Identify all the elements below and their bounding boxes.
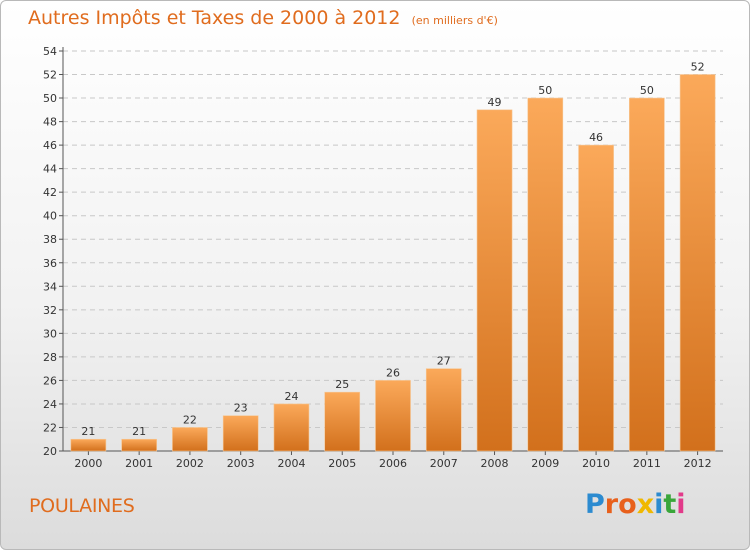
bar-2001 <box>121 438 157 452</box>
proxiti-logo[interactable]: Proxiti <box>585 489 686 520</box>
bar-2011 <box>629 97 665 452</box>
bar-2002 <box>172 427 208 452</box>
y-tick-label: 44 <box>43 163 57 176</box>
bar-2008 <box>476 109 513 452</box>
bar-2009 <box>527 97 564 452</box>
bar-2006 <box>375 380 411 452</box>
data-label-2010: 46 <box>589 131 603 144</box>
y-tick-label: 50 <box>43 92 57 105</box>
x-tick-label-2010: 2010 <box>582 457 610 470</box>
logo-letter: o <box>618 489 637 520</box>
chart-title: Autres Impôts et Taxes de 2000 à 2012 <box>28 7 401 29</box>
logo-letter: t <box>663 489 677 520</box>
bar-2004 <box>273 403 310 452</box>
data-label-2011: 50 <box>640 84 654 97</box>
chart-title-row: Autres Impôts et Taxes de 2000 à 2012 (e… <box>28 7 498 29</box>
data-label-2009: 50 <box>538 84 552 97</box>
data-labels: 21 21 22 23 24 25 26 27 49 50 46 50 52 <box>81 61 704 439</box>
data-label-2000: 21 <box>81 425 95 438</box>
x-tick-label-2009: 2009 <box>531 457 559 470</box>
logo-letter: x <box>636 489 655 520</box>
bar-2010 <box>578 144 614 452</box>
bar-2005 <box>324 391 361 452</box>
data-label-2005: 25 <box>335 378 349 391</box>
logo-letter: i <box>676 489 686 520</box>
y-tick-label: 30 <box>43 327 57 340</box>
y-tick-label: 52 <box>43 69 57 82</box>
y-tick-label: 48 <box>43 116 57 129</box>
y-tick-label: 38 <box>43 233 57 246</box>
x-tick-label-2011: 2011 <box>633 457 661 470</box>
y-tick-label: 32 <box>43 304 57 317</box>
data-label-2004: 24 <box>284 390 298 403</box>
data-label-2007: 27 <box>437 355 451 368</box>
x-tick-label-2005: 2005 <box>328 457 356 470</box>
x-tick-label-2008: 2008 <box>481 457 509 470</box>
y-tick-label: 28 <box>43 351 57 364</box>
y-tick-label: 22 <box>43 421 57 434</box>
y-tick-label: 20 <box>43 445 57 458</box>
data-label-2008: 49 <box>488 96 502 109</box>
y-tick-label: 34 <box>43 280 57 293</box>
bar-2007 <box>425 368 462 452</box>
logo-letter: r <box>604 489 619 520</box>
x-tick-label-2012: 2012 <box>684 457 712 470</box>
bar-2003 <box>222 415 259 452</box>
x-tick-label-2004: 2004 <box>277 457 305 470</box>
y-tick-label: 54 <box>43 45 57 58</box>
data-label-2001: 21 <box>132 425 146 438</box>
x-tick-label-2007: 2007 <box>430 457 458 470</box>
y-tick-label: 46 <box>43 139 57 152</box>
data-label-2002: 22 <box>183 413 197 426</box>
logo-letter: P <box>585 489 605 520</box>
data-label-2012: 52 <box>691 61 705 74</box>
y-tick-label: 40 <box>43 210 57 223</box>
bars <box>70 74 716 452</box>
x-tick-label-2001: 2001 <box>125 457 153 470</box>
bar-2000 <box>70 438 107 452</box>
logo-letter: i <box>654 489 664 520</box>
x-tick-label-2002: 2002 <box>176 457 204 470</box>
y-tick-label: 42 <box>43 186 57 199</box>
data-label-2006: 26 <box>386 366 400 379</box>
y-tick-label: 36 <box>43 257 57 270</box>
data-label-2003: 23 <box>234 402 248 415</box>
bar-2012 <box>679 74 716 452</box>
y-tick-label: 26 <box>43 374 57 387</box>
x-tick-label-2006: 2006 <box>379 457 407 470</box>
chart-unit: (en milliers d'€) <box>411 14 498 27</box>
x-tick-label-2000: 2000 <box>74 457 102 470</box>
y-tick-label: 24 <box>43 398 57 411</box>
commune-name: POULAINES <box>29 495 135 517</box>
x-tick-label-2003: 2003 <box>227 457 255 470</box>
